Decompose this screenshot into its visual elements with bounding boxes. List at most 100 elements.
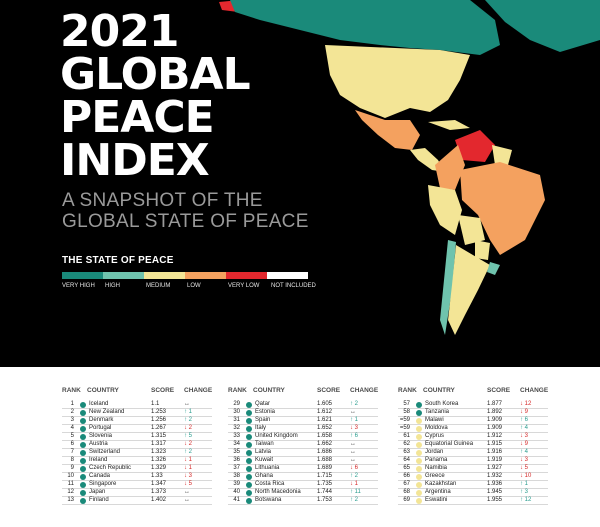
- table-row: 69 Eswatini 1.955 ↑ 12: [398, 496, 548, 506]
- country-cell: Taiwan: [255, 441, 274, 447]
- country-cell: Singapore: [89, 481, 117, 487]
- legend-swatch-not-included: [267, 272, 308, 279]
- rank-cell: 68: [403, 489, 410, 495]
- score-cell: 1.877: [487, 401, 503, 407]
- peace-level-dot: [80, 442, 86, 448]
- map-region-argentina: [448, 245, 490, 335]
- score-cell: 1.715: [317, 473, 333, 479]
- map-region-brazil: [460, 162, 545, 255]
- change-cell: ↔: [350, 449, 356, 455]
- row-divider: [62, 472, 212, 473]
- table-row: 57 South Korea 1.877 ↓ 12: [398, 400, 548, 410]
- legend-swatch-low: [185, 272, 226, 279]
- score-cell: 1.945: [487, 489, 503, 495]
- subtitle-line-2: GLOBAL STATE OF PEACE: [62, 211, 309, 232]
- country-cell: Botswana: [255, 497, 282, 503]
- row-divider: [62, 416, 212, 417]
- change-cell: ↑ 4: [520, 425, 529, 431]
- country-cell: Moldova: [425, 425, 448, 431]
- row-divider: [62, 424, 212, 425]
- change-cell: ↓ 12: [520, 401, 532, 407]
- score-cell: 1.936: [487, 481, 503, 487]
- world-map: [219, 0, 600, 335]
- change-cell: ↓ 5: [520, 465, 529, 471]
- table-row: 38 Ghana 1.715 ↑ 2: [228, 472, 378, 482]
- peace-level-dot: [416, 418, 422, 424]
- table-row: 13 Finland 1.402 ↔: [62, 496, 212, 506]
- country-cell: Kuwait: [255, 457, 274, 463]
- country-cell: Ireland: [89, 457, 108, 463]
- peace-level-dot: [416, 426, 422, 432]
- score-cell: 1.909: [487, 417, 503, 423]
- table-row: 58 Tanzania 1.892 ↓ 9: [398, 408, 548, 418]
- peace-level-dot: [80, 458, 86, 464]
- row-divider: [228, 496, 378, 497]
- peace-level-dot: [416, 450, 422, 456]
- country-cell: Malawi: [425, 417, 444, 423]
- change-cell: ↓ 3: [520, 433, 529, 439]
- peace-level-dot: [246, 474, 252, 480]
- peace-level-dot: [80, 466, 86, 472]
- row-divider: [398, 408, 548, 409]
- change-cell: ↓ 2: [184, 425, 193, 431]
- table-row: 36 Kuwait 1.688 ↔: [228, 456, 378, 466]
- country-cell: Switzerland: [89, 449, 121, 455]
- score-cell: 1.253: [151, 409, 167, 415]
- peace-level-dot: [246, 426, 252, 432]
- row-divider: [62, 480, 212, 481]
- country-cell: Equatorial Guinea: [425, 441, 474, 447]
- table-row: 11 Singapore 1.347 ↓ 5: [62, 480, 212, 490]
- row-divider: [398, 424, 548, 425]
- map-region-caribbean: [428, 120, 470, 130]
- change-cell: ↑ 5: [184, 433, 193, 439]
- table-row: 29 Qatar 1.605 ↑ 2: [228, 400, 378, 410]
- row-divider: [62, 456, 212, 457]
- table-row: 7 Switzerland 1.323 ↑ 2: [62, 448, 212, 458]
- peace-level-dot: [80, 490, 86, 496]
- map-region-usa: [325, 45, 470, 118]
- change-cell: ↓ 6: [350, 465, 359, 471]
- change-cell: ↑ 1: [350, 417, 359, 423]
- score-cell: 1.329: [151, 465, 167, 471]
- change-cell: ↓ 1: [184, 465, 193, 471]
- table-row: 67 Kazakhstan 1.936 ↑ 1: [398, 480, 548, 490]
- country-cell: Slovenia: [89, 433, 113, 439]
- row-divider: [62, 464, 212, 465]
- change-cell: ↑ 2: [184, 417, 193, 423]
- change-cell: ↑ 6: [350, 433, 359, 439]
- peace-level-dot: [246, 482, 252, 488]
- change-cell: ↔: [184, 401, 190, 407]
- row-divider: [228, 480, 378, 481]
- change-cell: ↓ 10: [520, 473, 532, 479]
- peace-level-dot: [416, 434, 422, 440]
- header-score: SCORE: [317, 387, 341, 394]
- row-divider: [228, 448, 378, 449]
- score-cell: 1.909: [487, 425, 503, 431]
- score-cell: 1.1: [151, 401, 160, 407]
- table-row: 8 Ireland 1.326 ↓ 1: [62, 456, 212, 466]
- map-region-paraguay: [475, 240, 490, 260]
- change-cell: ↓ 3: [350, 425, 359, 431]
- map-region-bolivia: [458, 215, 485, 245]
- change-cell: ↑ 4: [520, 449, 529, 455]
- row-divider: [398, 432, 548, 433]
- score-cell: 1.688: [317, 457, 333, 463]
- legend-label-high: HIGH: [105, 283, 120, 289]
- change-cell: ↓ 9: [520, 409, 529, 415]
- header-country: COUNTRY: [423, 387, 455, 394]
- rank-cell: 36: [233, 457, 240, 463]
- row-divider: [62, 408, 212, 409]
- change-cell: ↑ 2: [350, 497, 359, 503]
- table-row: 63 Jordan 1.916 ↑ 4: [398, 448, 548, 458]
- row-divider: [228, 456, 378, 457]
- rank-cell: 41: [233, 497, 240, 503]
- rank-cell: 34: [233, 441, 240, 447]
- rank-cell: 8: [70, 457, 74, 463]
- table-row: 61 Cyprus 1.912 ↓ 3: [398, 432, 548, 442]
- score-cell: 1.373: [151, 489, 167, 495]
- page-subtitle: A SNAPSHOT OF THE GLOBAL STATE OF PEACE: [62, 190, 309, 232]
- peace-level-dot: [80, 410, 86, 416]
- table-row: 31 Spain 1.621 ↑ 1: [228, 416, 378, 426]
- header-change: CHANGE: [520, 387, 549, 394]
- legend-title: THE STATE OF PEACE: [62, 255, 174, 266]
